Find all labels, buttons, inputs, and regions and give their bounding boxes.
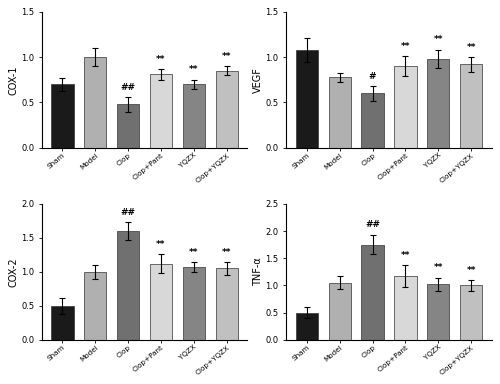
Bar — [182, 84, 205, 148]
Bar — [150, 264, 172, 340]
Bar — [182, 267, 205, 340]
Text: **: ** — [434, 35, 443, 45]
Bar — [328, 77, 351, 148]
Bar — [150, 74, 172, 148]
Text: ##: ## — [120, 208, 136, 217]
Text: **: ** — [434, 263, 443, 272]
Text: **: ** — [222, 52, 232, 61]
Y-axis label: COX-1: COX-1 — [8, 65, 18, 94]
Text: **: ** — [222, 248, 232, 257]
Bar — [296, 313, 318, 340]
Bar — [460, 65, 482, 148]
Bar — [394, 66, 416, 148]
Bar — [117, 104, 140, 148]
Bar — [460, 285, 482, 340]
Text: **: ** — [189, 65, 198, 74]
Bar — [427, 59, 450, 148]
Text: **: ** — [466, 43, 476, 52]
Text: **: ** — [400, 251, 410, 260]
Bar — [296, 50, 318, 148]
Text: **: ** — [400, 42, 410, 51]
Text: ##: ## — [365, 220, 380, 229]
Y-axis label: COX-2: COX-2 — [8, 257, 18, 286]
Bar — [328, 283, 351, 340]
Text: **: ** — [156, 55, 166, 63]
Bar — [84, 272, 106, 340]
Bar — [51, 306, 74, 340]
Bar — [427, 284, 450, 340]
Text: ##: ## — [120, 83, 136, 92]
Y-axis label: TNF-α: TNF-α — [253, 257, 263, 286]
Bar — [362, 93, 384, 148]
Bar — [117, 231, 140, 340]
Text: #: # — [369, 72, 376, 81]
Text: **: ** — [466, 266, 476, 275]
Bar — [216, 268, 238, 340]
Bar — [216, 71, 238, 148]
Bar — [51, 84, 74, 148]
Bar — [394, 276, 416, 340]
Text: **: ** — [189, 248, 198, 257]
Y-axis label: VEGF: VEGF — [253, 67, 263, 93]
Text: **: ** — [156, 240, 166, 249]
Bar — [84, 57, 106, 148]
Bar — [362, 245, 384, 340]
